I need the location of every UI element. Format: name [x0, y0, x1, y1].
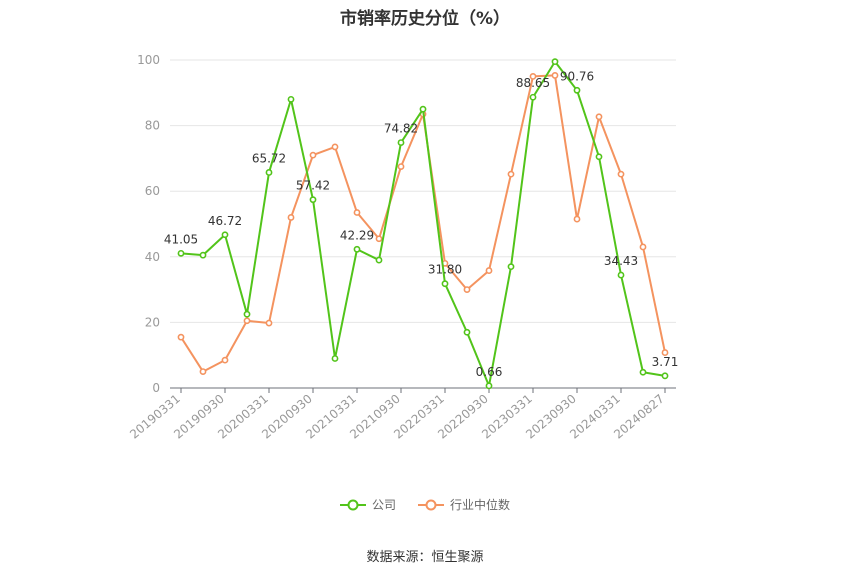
legend-industry-icon [418, 499, 444, 510]
legend: 公司 行业中位数 [0, 496, 850, 513]
company-point [617, 271, 625, 279]
company-point [529, 93, 537, 101]
legend-item-company[interactable]: 公司 [339, 496, 396, 513]
industry-series-line [180, 74, 666, 373]
y-tick-label: 40 [145, 250, 160, 264]
grid-lines [170, 59, 676, 323]
industry-point [375, 235, 383, 243]
industry-point [397, 163, 405, 170]
company-point [463, 328, 471, 336]
industry-point [639, 243, 647, 251]
data-label: 46.72 [208, 214, 242, 228]
company-point [573, 86, 581, 94]
data-label: 88.65 [516, 76, 550, 90]
legend-company-icon [339, 499, 366, 510]
company-point [485, 382, 493, 390]
company-point [331, 355, 339, 362]
company-point [507, 263, 515, 271]
industry-point [573, 215, 581, 223]
y-tick-label: 20 [145, 315, 160, 329]
industry-point [595, 113, 603, 121]
company-point [661, 372, 669, 380]
data-label: 42.29 [340, 228, 374, 242]
data-label: 65.72 [252, 151, 286, 165]
data-label: 90.76 [560, 69, 594, 83]
company-point [243, 310, 251, 318]
company-point [221, 231, 229, 239]
data-label: 0.66 [476, 365, 503, 379]
company-point [177, 249, 185, 257]
industry-point [551, 72, 559, 79]
industry-point [265, 319, 273, 327]
data-label: 31.80 [428, 263, 462, 277]
industry-point [617, 170, 625, 178]
company-point [441, 280, 449, 288]
industry-point [199, 368, 207, 375]
industry-point [463, 286, 471, 293]
y-tick-label: 80 [145, 119, 160, 133]
industry-point [221, 356, 229, 364]
industry-point [485, 267, 493, 274]
company-point [199, 251, 207, 259]
data-label: 74.82 [384, 122, 418, 136]
industry-point [353, 209, 361, 216]
source-note: 数据来源：恒生聚源 [366, 550, 484, 565]
legend-item-industry[interactable]: 行业中位数 [418, 496, 510, 513]
company-point [309, 196, 317, 204]
company-point [639, 368, 647, 376]
data-label: 41.05 [164, 232, 198, 246]
y-axis-ticks: 0 20 40 60 80 100 [137, 53, 160, 395]
industry-point [529, 73, 537, 80]
industry-point [661, 349, 669, 356]
data-label: 3.71 [652, 355, 679, 369]
series-layer [177, 58, 669, 390]
company-point [595, 153, 603, 161]
company-point [419, 105, 427, 113]
legend-industry-label: 行业中位数 [450, 498, 511, 512]
company-point [265, 169, 273, 176]
data-labels: 41.05 46.72 65.72 57.42 42.29 74.82 31.80 0.66 8… [164, 69, 679, 379]
industry-point [507, 170, 515, 178]
industry-point [177, 333, 185, 341]
y-tick-label: 0 [152, 381, 160, 395]
industry-point [243, 317, 251, 325]
company-point [287, 95, 295, 103]
company-point [375, 256, 383, 264]
chart-title: 市销率历史分位（%） [339, 9, 511, 29]
y-tick-label: 100 [137, 53, 160, 67]
data-label: 34.43 [604, 254, 638, 268]
company-point [551, 58, 559, 66]
industry-point [331, 143, 339, 151]
data-label: 57.42 [296, 179, 330, 193]
x-axis: 2019033120190930202003312020093020210331… [127, 387, 676, 442]
industry-point [309, 151, 317, 159]
company-point [397, 139, 405, 146]
industry-point [287, 214, 295, 221]
y-tick-label: 60 [145, 184, 160, 198]
legend-company-label: 公司 [371, 498, 396, 512]
company-point [353, 245, 361, 253]
chart-canvas: 0 20 40 60 80 100 201903312019093020200331202… [127, 53, 679, 442]
